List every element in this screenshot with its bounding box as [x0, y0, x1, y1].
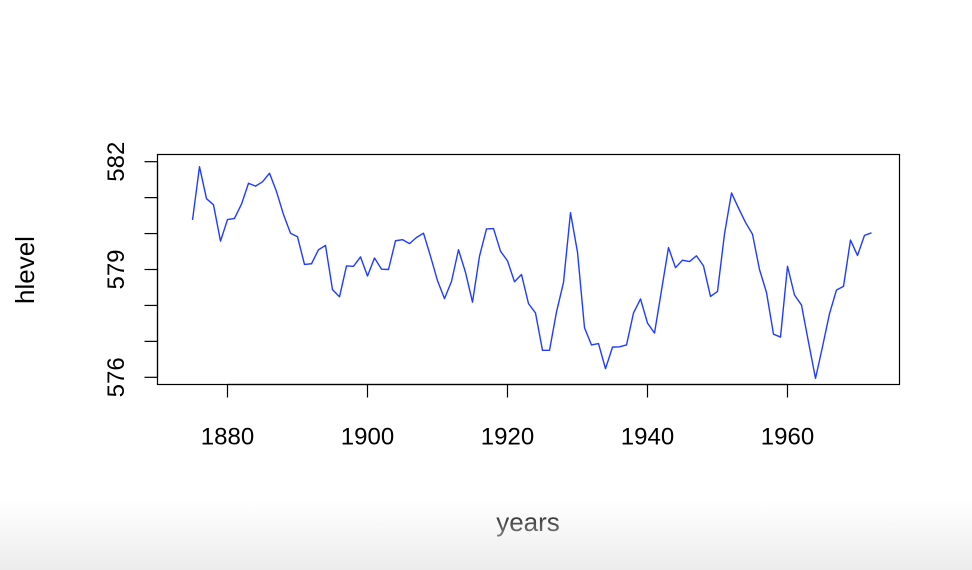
- y-tick-label: 576: [103, 357, 130, 397]
- y-tick-label: 579: [103, 249, 130, 289]
- x-tick-label: 1900: [341, 424, 394, 451]
- x-tick-label: 1940: [621, 424, 674, 451]
- x-axis: 1880 1900 1920 1940 1960: [201, 383, 814, 451]
- bottom-shade: [0, 500, 972, 570]
- x-tick-label: 1880: [201, 424, 254, 451]
- x-tick-label: 1920: [481, 424, 534, 451]
- series-line-hlevel: [191, 166, 872, 380]
- y-axis-title: hlevel: [10, 236, 40, 304]
- x-tick-label: 1960: [761, 424, 814, 451]
- y-tick-label: 582: [103, 142, 130, 182]
- y-axis: 576 579 582: [103, 142, 159, 397]
